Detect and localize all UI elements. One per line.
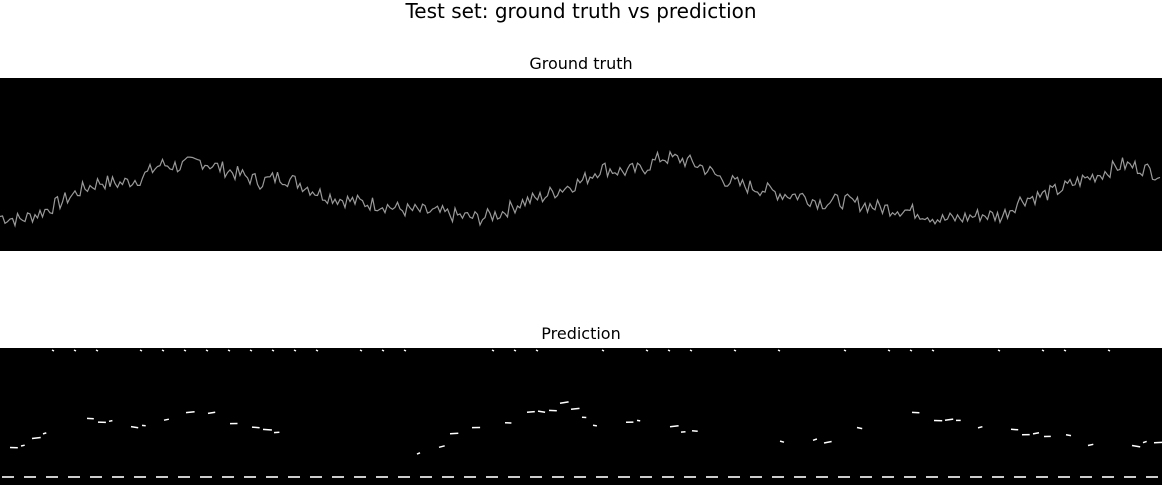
prediction-top-mark (271, 349, 275, 352)
prediction-mark (812, 438, 818, 442)
prediction-plot (2, 349, 1162, 478)
ground-truth-title: Ground truth (529, 54, 633, 73)
prediction-mark (20, 444, 25, 447)
prediction-mark (31, 436, 41, 440)
prediction-top-mark (645, 349, 649, 352)
prediction-mark (262, 428, 272, 431)
prediction-mark (1032, 432, 1040, 435)
prediction-top-mark (315, 349, 319, 352)
prediction-top-mark (777, 349, 781, 352)
prediction-mark (592, 424, 598, 427)
prediction-top-mark (909, 349, 913, 352)
figure-title: Test set: ground truth vs prediction (405, 0, 757, 23)
prediction-top-mark (293, 349, 297, 352)
prediction-top-mark (73, 349, 77, 352)
prediction-top-mark (535, 349, 539, 352)
prediction-mark (449, 432, 459, 435)
prediction-top-mark (403, 349, 407, 352)
prediction-top-mark (491, 349, 495, 352)
ground-truth-plot (0, 150, 1161, 228)
prediction-mark (559, 401, 569, 405)
prediction-mark (130, 425, 139, 429)
prediction-mark (251, 426, 260, 429)
prediction-top-mark (1063, 349, 1067, 352)
prediction-top-mark (931, 349, 935, 352)
prediction-top-mark (667, 349, 671, 352)
prediction-top-mark (95, 349, 99, 352)
prediction-top-mark (359, 349, 363, 352)
prediction-top-mark (1107, 349, 1111, 352)
prediction-top-mark (513, 349, 517, 352)
prediction-panel (0, 348, 1162, 485)
prediction-mark (570, 407, 580, 411)
prediction-top-mark (227, 349, 231, 352)
prediction-mark (636, 419, 641, 422)
prediction-top-mark (1041, 349, 1045, 352)
prediction-mark (1131, 444, 1141, 448)
prediction-top-mark (843, 349, 847, 352)
ground-truth-panel (0, 78, 1162, 251)
prediction-mark (944, 418, 954, 421)
prediction-top-mark (381, 349, 385, 352)
prediction-mark (823, 440, 832, 444)
prediction-mark (416, 452, 421, 455)
prediction-top-mark (733, 349, 737, 352)
prediction-mark (1010, 428, 1019, 431)
prediction-mark (1142, 440, 1147, 444)
prediction-top-mark (51, 349, 55, 352)
prediction-mark (108, 419, 113, 423)
prediction-mark (207, 411, 216, 415)
prediction-mark (526, 410, 535, 414)
prediction-mark (856, 426, 863, 430)
prediction-mark (691, 429, 698, 433)
prediction-top-mark (161, 349, 165, 352)
prediction-top-mark (997, 349, 1001, 352)
prediction-title: Prediction (541, 324, 621, 343)
prediction-mark (42, 432, 47, 435)
prediction-mark (163, 418, 170, 421)
prediction-mark (779, 440, 785, 443)
prediction-mark (977, 425, 983, 429)
prediction-mark (1065, 434, 1072, 437)
prediction-mark (537, 410, 546, 413)
ground-truth-series-line (0, 150, 1161, 228)
prediction-top-mark (205, 349, 209, 352)
prediction-top-mark (601, 349, 605, 352)
prediction-top-mark (183, 349, 187, 352)
prediction-mark (438, 445, 445, 449)
prediction-top-mark (249, 349, 253, 352)
prediction-mark (1087, 443, 1094, 447)
prediction-mark (669, 424, 679, 428)
prediction-mark (185, 411, 195, 414)
prediction-top-mark (887, 349, 891, 352)
prediction-top-mark (689, 349, 693, 352)
prediction-top-mark (139, 349, 143, 352)
